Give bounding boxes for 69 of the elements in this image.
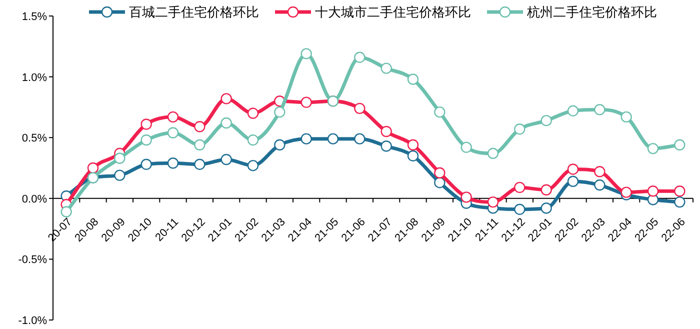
y-tick-label: 0.5% — [22, 132, 48, 145]
y-tick-label: -1.0% — [18, 315, 48, 327]
point — [594, 104, 606, 116]
point — [594, 166, 606, 178]
point — [247, 108, 259, 119]
point — [380, 62, 392, 74]
point — [514, 182, 526, 194]
point — [434, 167, 446, 178]
point — [514, 123, 526, 135]
point — [567, 164, 579, 175]
point — [300, 96, 312, 108]
y-tick-label: 1.5% — [22, 11, 48, 23]
point — [647, 142, 659, 154]
point — [327, 133, 339, 144]
legend-label: 百城二手住宅价格环比 — [129, 4, 259, 20]
point — [487, 196, 499, 208]
point — [407, 74, 419, 85]
point — [354, 102, 366, 114]
point — [674, 186, 686, 197]
point — [540, 202, 552, 214]
point — [60, 206, 72, 218]
point — [594, 179, 606, 191]
point — [194, 139, 206, 150]
point — [354, 52, 366, 63]
point — [674, 139, 686, 150]
point — [620, 111, 632, 123]
point — [274, 106, 286, 118]
point — [540, 184, 552, 196]
point — [380, 140, 392, 152]
point — [434, 176, 446, 188]
point — [194, 121, 206, 132]
point — [167, 111, 179, 123]
point — [354, 133, 366, 144]
point — [487, 148, 499, 160]
point — [114, 152, 126, 164]
point — [514, 204, 526, 215]
point — [140, 118, 152, 130]
point — [407, 139, 419, 150]
point — [140, 134, 152, 146]
point — [274, 139, 286, 150]
point — [620, 186, 632, 198]
y-tick-label: 1.0% — [22, 72, 48, 84]
point — [567, 176, 579, 187]
point — [434, 106, 446, 118]
legend-label: 十大城市二手住宅价格环比 — [315, 4, 471, 20]
point — [674, 196, 686, 208]
y-tick-label: -0.5% — [18, 254, 48, 266]
point — [567, 105, 579, 116]
point — [140, 158, 152, 170]
point — [380, 126, 392, 138]
point — [460, 192, 472, 203]
point — [460, 142, 472, 153]
point — [300, 133, 312, 144]
point — [247, 134, 259, 146]
point — [220, 117, 232, 129]
legend-label: 杭州二手住宅价格环比 — [526, 4, 657, 20]
y-tick-label: 0.0% — [22, 193, 48, 206]
point — [87, 162, 99, 174]
point — [647, 186, 659, 197]
point — [194, 158, 206, 170]
point — [220, 93, 232, 104]
point — [167, 127, 179, 138]
point — [167, 158, 179, 169]
point — [220, 154, 232, 166]
point — [114, 170, 126, 181]
point — [300, 48, 312, 60]
point — [407, 150, 419, 162]
point — [540, 114, 552, 126]
point — [247, 160, 259, 172]
